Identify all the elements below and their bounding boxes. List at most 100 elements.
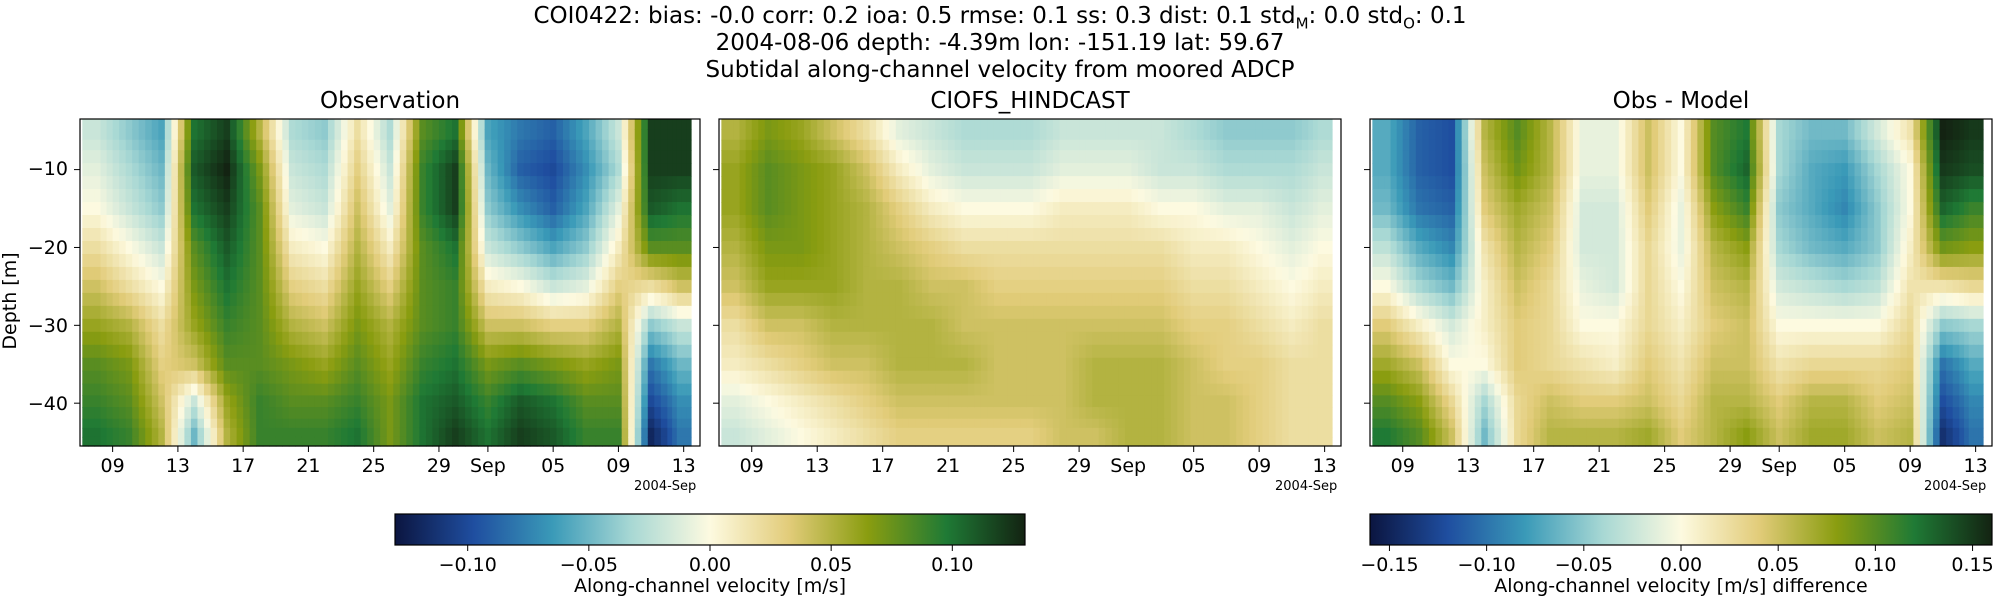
heatmap-cell	[974, 189, 982, 203]
heatmap-cell	[935, 318, 943, 333]
heatmap-cell	[386, 202, 394, 216]
heatmap-cell	[1177, 357, 1185, 372]
heatmap-cell	[667, 331, 673, 346]
heatmap-cell	[777, 240, 786, 255]
heatmap-cell	[380, 331, 388, 346]
heatmap-cell	[288, 407, 296, 420]
heatmap-cell	[471, 119, 479, 130]
heatmap-cell	[915, 163, 923, 177]
heatmap-cell	[262, 189, 270, 203]
heatmap-cell	[1079, 279, 1087, 294]
heatmap-cell	[354, 305, 362, 320]
heatmap-cell	[347, 163, 355, 177]
heatmap-cell	[425, 266, 434, 281]
heatmap-cell	[1007, 427, 1015, 438]
heatmap-cell	[1020, 176, 1028, 190]
heatmap-cell	[681, 407, 687, 420]
heatmap-cell	[856, 370, 864, 385]
heatmap-cell	[230, 407, 238, 420]
heatmap-cell	[151, 279, 159, 294]
heatmap-cell	[1066, 305, 1074, 320]
heatmap-cell	[184, 163, 192, 177]
heatmap-cell	[1210, 279, 1218, 294]
heatmap-cell	[810, 189, 818, 203]
heatmap-cell	[497, 418, 505, 429]
heatmap-cell	[217, 292, 225, 307]
heatmap-cell	[576, 370, 584, 385]
heatmap-cell	[987, 266, 995, 281]
heatmap-cell	[602, 357, 610, 372]
heatmap-cell	[491, 357, 499, 372]
heatmap-cell	[328, 215, 336, 229]
heatmap-cell	[602, 279, 610, 294]
heatmap-cell	[1000, 253, 1008, 268]
heatmap-cell	[672, 292, 678, 307]
heatmap-cell	[791, 150, 799, 164]
heatmap-cell	[197, 318, 205, 333]
heatmap-cell	[438, 427, 447, 438]
heatmap-cell	[373, 266, 381, 281]
heatmap-cell	[262, 357, 270, 372]
heatmap-cell	[184, 266, 192, 281]
heatmap-cell	[1223, 331, 1231, 346]
heatmap-cell	[373, 189, 381, 203]
heatmap-cell	[360, 139, 368, 151]
heatmap-cell	[1164, 129, 1172, 141]
heatmap-cell	[1242, 279, 1250, 294]
heatmap-cell	[158, 119, 166, 130]
heatmap-cell	[804, 150, 812, 164]
heatmap-cell	[360, 436, 368, 447]
heatmap-cell	[536, 305, 544, 320]
heatmap-cell	[328, 383, 336, 396]
heatmap-cell	[948, 331, 956, 346]
heatmap-cell	[445, 395, 453, 408]
heatmap-cell	[647, 318, 655, 333]
heatmap-cell	[634, 202, 642, 216]
heatmap-cell	[328, 427, 336, 438]
heatmap-cell	[1229, 139, 1237, 151]
heatmap-cell	[608, 129, 616, 141]
heatmap-cell	[974, 383, 982, 396]
heatmap-cell	[425, 383, 434, 396]
heatmap-cell	[1183, 305, 1192, 320]
heatmap-cell	[576, 344, 584, 359]
heatmap-cell	[223, 189, 231, 203]
heatmap-cell	[764, 215, 772, 229]
heatmap-cell	[895, 436, 903, 447]
heatmap-cell	[510, 163, 518, 177]
heatmap-cell	[1118, 279, 1126, 294]
heatmap-cell	[1236, 189, 1244, 203]
heatmap-cell	[445, 228, 453, 242]
heatmap-cell	[1275, 318, 1283, 333]
heatmap-cell	[967, 357, 975, 372]
heatmap-cell	[314, 202, 323, 216]
heatmap-cell	[419, 357, 427, 372]
heatmap-cell	[158, 407, 166, 420]
heatmap-cell	[784, 139, 792, 151]
heatmap-cell	[1059, 215, 1067, 229]
heatmap-cell	[145, 305, 153, 320]
heatmap-cell	[158, 189, 166, 203]
heatmap-cell	[876, 150, 884, 164]
heatmap-cell	[112, 139, 120, 151]
heatmap-cell	[243, 279, 251, 294]
heatmap-cell	[876, 176, 884, 190]
heatmap-cell	[275, 357, 283, 372]
heatmap-cell	[556, 240, 564, 255]
heatmap-cell	[1229, 407, 1237, 420]
heatmap-cell	[758, 418, 766, 429]
heatmap-cell	[471, 240, 479, 255]
heatmap-cell	[804, 279, 812, 294]
heatmap-cell	[236, 189, 244, 203]
heatmap-cell	[412, 418, 420, 429]
heatmap-cell	[367, 427, 375, 438]
heatmap-cell	[94, 228, 102, 242]
heatmap-cell	[334, 418, 342, 429]
heatmap-cell	[751, 129, 759, 141]
heatmap-cell	[980, 266, 989, 281]
heatmap-cell	[935, 305, 943, 320]
heatmap-cell	[295, 357, 303, 372]
heatmap-cell	[1255, 318, 1264, 333]
heatmap-cell	[895, 129, 903, 141]
heatmap-cell	[810, 318, 818, 333]
